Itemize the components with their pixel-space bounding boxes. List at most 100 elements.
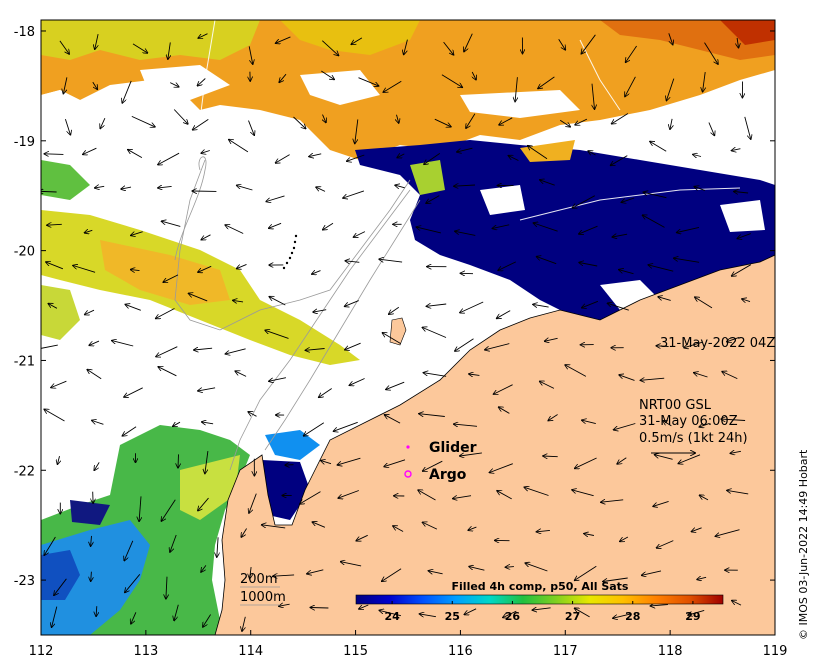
current-vector-arrow xyxy=(670,118,672,129)
current-vector-arrow xyxy=(559,119,570,127)
current-vector-arrow xyxy=(579,225,598,234)
current-vector-arrow xyxy=(453,496,472,499)
colorbar-title: Filled 4h comp, p50, All Sats xyxy=(452,580,629,593)
current-vector-arrow xyxy=(684,341,703,348)
current-vector-arrow xyxy=(472,71,476,80)
current-vector-arrow xyxy=(466,113,476,128)
current-vector-arrow xyxy=(92,81,98,89)
current-vector-arrow xyxy=(359,604,369,609)
current-vector-arrow xyxy=(404,39,408,55)
current-vector-arrow xyxy=(44,409,65,422)
current-vector-arrow xyxy=(300,491,321,504)
current-vector-arrow xyxy=(198,497,209,511)
current-vector-arrow xyxy=(703,72,706,92)
current-scale-label: 0.5m/s (1kt 24h) xyxy=(639,431,748,446)
current-vector-arrow xyxy=(419,414,445,417)
current-vector-arrow xyxy=(533,304,549,307)
current-vector-arrow xyxy=(205,451,209,473)
current-vector-arrow xyxy=(423,522,438,530)
current-vector-arrow xyxy=(722,372,738,380)
current-vector-arrow xyxy=(418,490,436,501)
current-vector-arrow xyxy=(310,608,329,609)
current-vector-arrow xyxy=(490,463,513,473)
lon-tick-label: 119 xyxy=(763,644,788,659)
current-vector-arrow xyxy=(692,527,702,532)
current-vector-arrow xyxy=(334,421,358,431)
current-vector-arrow xyxy=(321,40,338,56)
current-vector-arrow xyxy=(338,457,361,465)
current-vector-arrow xyxy=(345,261,360,263)
current-vector-arrow xyxy=(131,612,137,623)
current-vector-arrow xyxy=(121,187,132,189)
current-vector-arrow xyxy=(250,567,251,578)
colorbar-tick-label: 25 xyxy=(445,610,460,623)
current-vector-arrow xyxy=(350,378,365,386)
current-vector-arrow xyxy=(161,499,176,521)
current-vector-arrow xyxy=(249,493,257,513)
current-vector-arrow xyxy=(642,570,662,575)
current-vector-arrow xyxy=(279,73,287,82)
current-vector-arrow xyxy=(124,540,134,561)
current-vector-arrow xyxy=(166,576,167,599)
colorbar xyxy=(355,594,724,605)
current-vector-arrow xyxy=(601,500,624,502)
current-vector-arrow xyxy=(592,83,595,109)
current-vector-arrow xyxy=(498,261,516,271)
current-vector-arrow xyxy=(658,297,671,301)
current-vector-arrow xyxy=(619,375,635,381)
argo-legend-label: Argo xyxy=(429,467,467,483)
current-vector-arrow xyxy=(545,338,558,341)
current-vector-arrow xyxy=(321,461,332,464)
current-vector-arrow xyxy=(626,45,637,62)
current-vector-arrow xyxy=(533,608,551,610)
current-vector-arrow xyxy=(198,265,212,272)
lon-tick-label: 117 xyxy=(553,644,578,659)
current-vector-arrow xyxy=(269,377,286,382)
current-vector-arrow xyxy=(457,147,473,152)
current-vector-arrow xyxy=(674,258,700,263)
isobath-200m-label: 200m xyxy=(240,572,277,587)
current-vector-arrow xyxy=(708,122,715,136)
current-vector-arrow xyxy=(83,147,97,154)
current-vector-arrow xyxy=(383,80,402,92)
current-vector-arrow xyxy=(543,456,558,457)
current-vector-arrow xyxy=(643,215,665,228)
current-vector-arrow xyxy=(95,186,105,188)
current-vector-arrow xyxy=(355,119,359,143)
current-vector-arrow xyxy=(358,77,379,86)
current-vector-arrow xyxy=(460,452,482,456)
current-vector-arrow xyxy=(468,527,477,530)
lon-tick-label: 115 xyxy=(343,644,368,659)
current-vector-arrow xyxy=(128,150,143,158)
current-vector-arrow xyxy=(241,528,247,538)
current-vector-arrow xyxy=(316,187,326,192)
current-vector-arrow xyxy=(194,348,213,350)
current-vector-arrow xyxy=(612,234,628,237)
current-vector-arrow xyxy=(85,230,93,233)
current-product-label: NRT00 GSL xyxy=(639,398,712,413)
current-vector-arrow xyxy=(379,610,402,617)
current-vector-arrow xyxy=(48,304,58,309)
current-vector-arrow xyxy=(619,270,634,275)
current-vector-arrow xyxy=(132,43,147,53)
current-vector-arrow xyxy=(734,192,749,194)
current-vector-arrow xyxy=(625,76,636,97)
barrow-island xyxy=(389,317,407,346)
current-vector-arrow xyxy=(312,271,321,275)
current-vector-arrow xyxy=(581,34,596,54)
current-vector-arrow xyxy=(579,263,598,267)
current-vector-arrow xyxy=(341,562,362,567)
lat-tick-label: -21 xyxy=(14,354,35,369)
current-vector-arrow xyxy=(273,575,295,576)
bathymetry-contours xyxy=(174,156,421,471)
current-vector-arrow xyxy=(608,303,629,311)
current-vector-arrow xyxy=(156,346,178,357)
current-vector-arrow xyxy=(528,146,548,160)
current-vector-arrow xyxy=(201,151,210,154)
current-vector-arrow xyxy=(338,490,359,499)
current-vector-arrow xyxy=(622,197,635,202)
current-vector-arrow xyxy=(515,77,517,101)
current-vector-arrow xyxy=(168,42,170,59)
current-vector-arrow xyxy=(73,266,96,273)
current-vector-arrow xyxy=(323,114,326,123)
